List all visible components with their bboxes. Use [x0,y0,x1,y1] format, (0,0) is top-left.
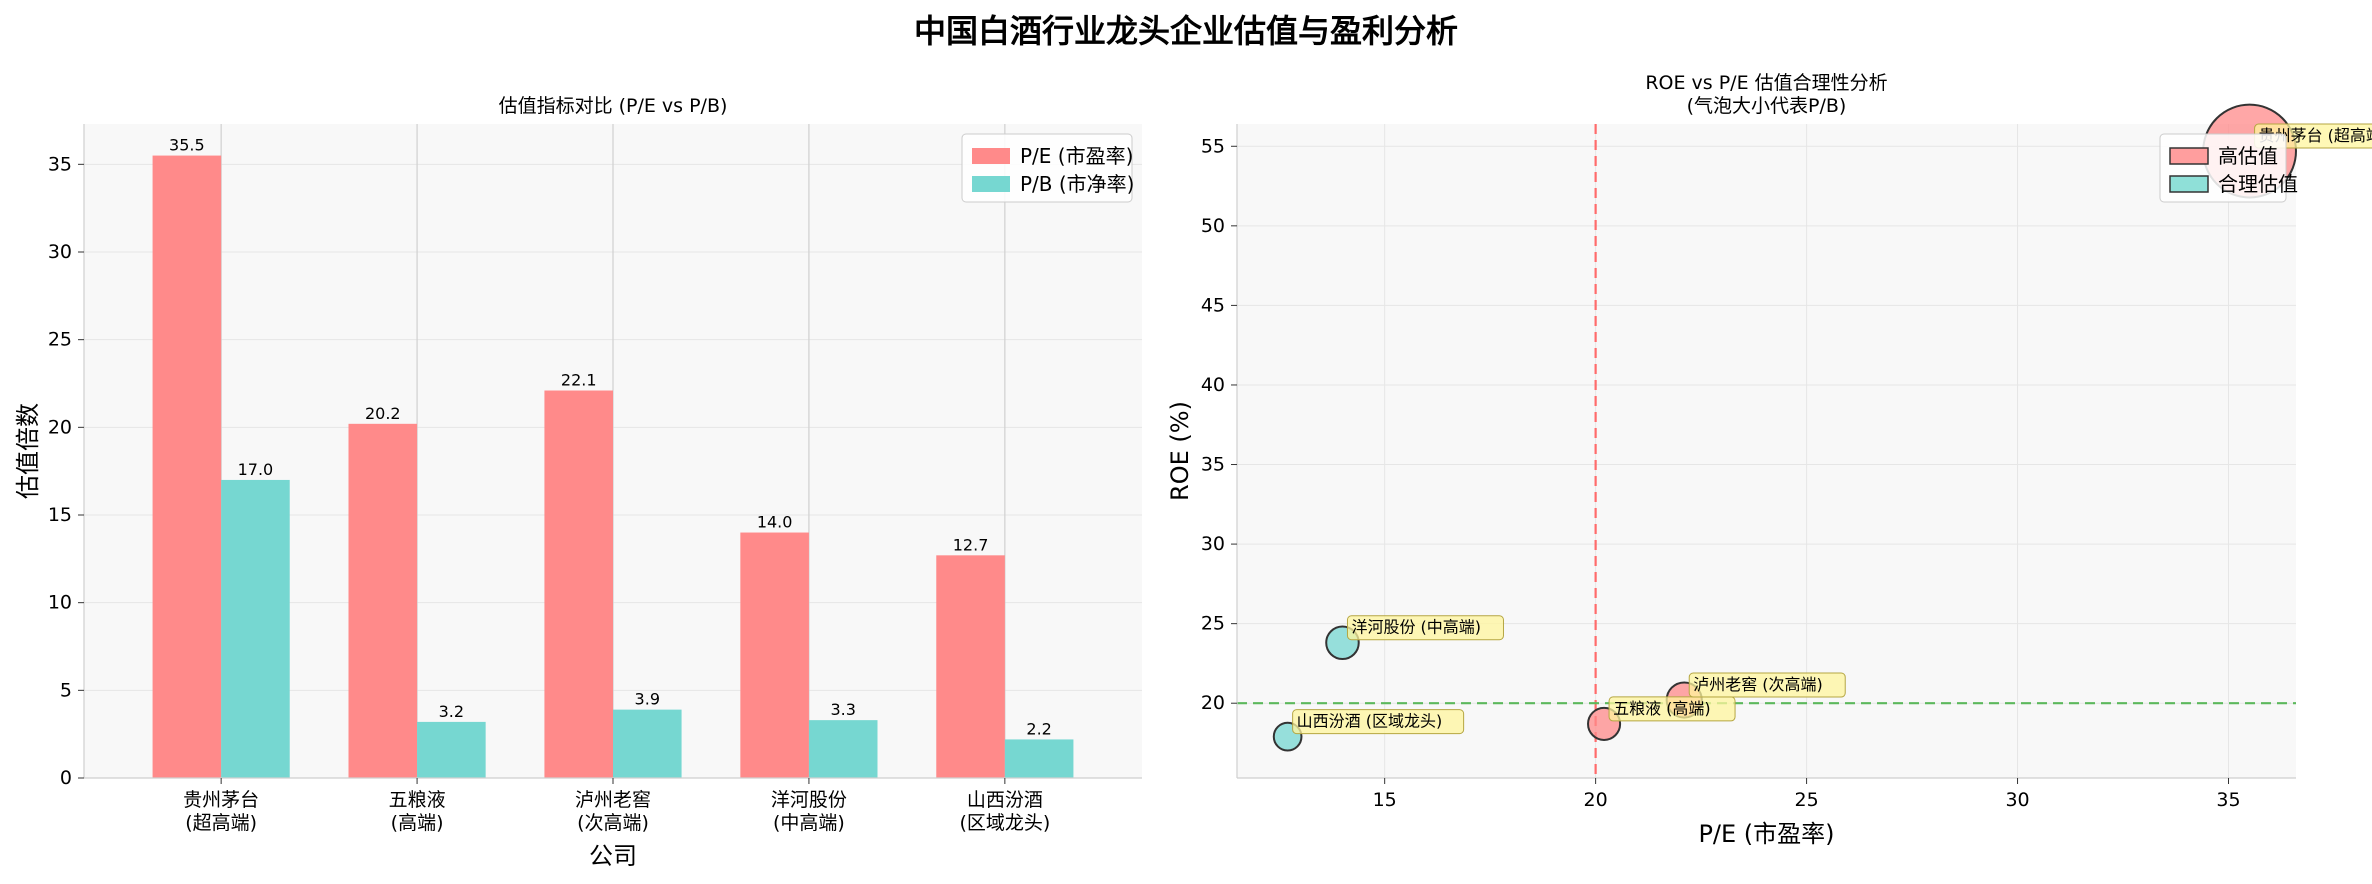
annotation-box [1292,709,1465,735]
bar-pe [740,532,809,778]
scatter-plot-area [1237,124,2296,778]
bar-pe [936,555,1005,778]
bar-value-label: 12.7 [953,535,989,554]
bar-pb [417,721,486,778]
bar-pb [1004,739,1074,778]
bar-legend-swatch [972,176,1010,192]
bar-x-tick-sublabel: (中高端) [773,812,845,834]
bar-x-tick-label: 洋河股份 [771,789,847,811]
scatter-y-tick-label: 45 [1201,294,1225,316]
figure-title: 中国白酒行业龙头企业估值与盈利分析 [914,12,1458,50]
bar-x-tick-label: 贵州茅台 [183,789,259,811]
bar-value-label: 3.2 [439,702,464,721]
scatter-y-tick-label: 35 [1201,454,1225,476]
scatter-y-tick-label: 30 [1201,533,1225,555]
bar-legend-label: P/B (市净率) [1020,172,1134,196]
scatter-x-tick-label: 35 [2216,789,2240,811]
bar-y-tick-label: 35 [48,153,72,175]
bar-x-tick-sublabel: (超高端) [185,812,257,834]
bar-value-label: 22.1 [561,371,597,390]
scatter-y-tick-label: 40 [1201,374,1225,396]
bar-y-tick-label: 30 [48,241,72,263]
bar-x-tick-label: 泸州老窖 [575,789,651,811]
bar-pb [808,720,878,778]
scatter-legend-swatch [2169,175,2209,193]
bar-x-axis-label: 公司 [589,842,637,870]
scatter-y-tick-label: 20 [1201,692,1225,714]
scatter-chart-title: ROE vs P/E 估值合理性分析 [1645,72,1887,94]
scatter-x-axis-label: P/E (市盈率) [1698,820,1834,848]
bar-value-label: 17.0 [238,460,274,479]
bar-value-label: 20.2 [365,404,401,423]
bar-y-tick-label: 25 [48,329,72,351]
scatter-x-tick-label: 30 [2005,789,2029,811]
scatter-y-axis-label: ROE (%) [1166,401,1194,501]
bar-value-label: 2.2 [1026,719,1051,738]
bar-value-label: 14.0 [757,513,793,532]
annotation-box [1688,672,1846,698]
scatter-legend-label: 高估值 [2218,144,2278,168]
scatter-y-tick-label: 50 [1201,215,1225,237]
bar-y-tick-label: 20 [48,416,72,438]
bar-chart-panel: 35.5 20.2 22.1 14.0 12.7 17.0 3.2 3.9 3.3 2.2 0 5 10… [14,95,1142,870]
scatter-chart-panel: 贵州茅台 (超高端) 五粮液 (高端) 泸州老窖 (次高端) 洋河股份 (中高端) 山西… [1166,72,2372,848]
bar-x-tick-label: 五粮液 [389,789,446,811]
annotation-label: 泸州老窖 (次高端) [1693,675,1823,694]
bar-legend-swatch [972,148,1010,164]
scatter-chart-subtitle: (气泡大小代表P/B) [1687,95,1847,117]
annotation-label: 贵州茅台 (超高端) [2259,126,2372,145]
bar-y-tick-label: 10 [48,592,72,614]
bar-x-tick-sublabel: (次高端) [577,812,649,834]
bar-legend-label: P/E (市盈率) [1020,144,1133,168]
bar-value-label: 3.3 [830,700,855,719]
scatter-legend-swatch [2169,147,2209,165]
bar-value-label: 3.9 [635,690,660,709]
bar-y-tick-label: 5 [60,679,72,701]
bar-pe [348,423,418,778]
bar-x-tick-label: 山西汾酒 [967,789,1043,811]
bar-chart-title: 估值指标对比 (P/E vs P/B) [499,95,728,117]
bar-x-tick-sublabel: (区域龙头) [959,812,1050,834]
bar-y-tick-label: 15 [48,504,72,526]
bar-pe [544,390,613,778]
scatter-legend-label: 合理估值 [2218,172,2298,196]
bar-x-tick-sublabel: (高端) [391,812,444,834]
annotation-box [1346,615,1504,641]
scatter-y-tick-label: 25 [1201,613,1225,635]
bar-value-label: 35.5 [169,136,205,155]
bar-pb [221,479,290,778]
scatter-x-tick-label: 25 [1794,789,1818,811]
bar-pb [613,709,682,778]
scatter-y-tick-label: 55 [1201,135,1225,157]
scatter-x-tick-label: 20 [1584,789,1608,811]
annotation-box [1608,696,1736,722]
bar-y-tick-label: 0 [60,767,72,789]
annotation-label: 山西汾酒 (区域龙头) [1297,712,1443,731]
scatter-x-tick-label: 15 [1373,789,1397,811]
annotation-label: 五粮液 (高端) [1613,699,1711,718]
bar-y-axis-label: 估值倍数 [14,403,42,499]
bar-pe [152,155,222,779]
annotation-label: 洋河股份 (中高端) [1351,618,1481,637]
